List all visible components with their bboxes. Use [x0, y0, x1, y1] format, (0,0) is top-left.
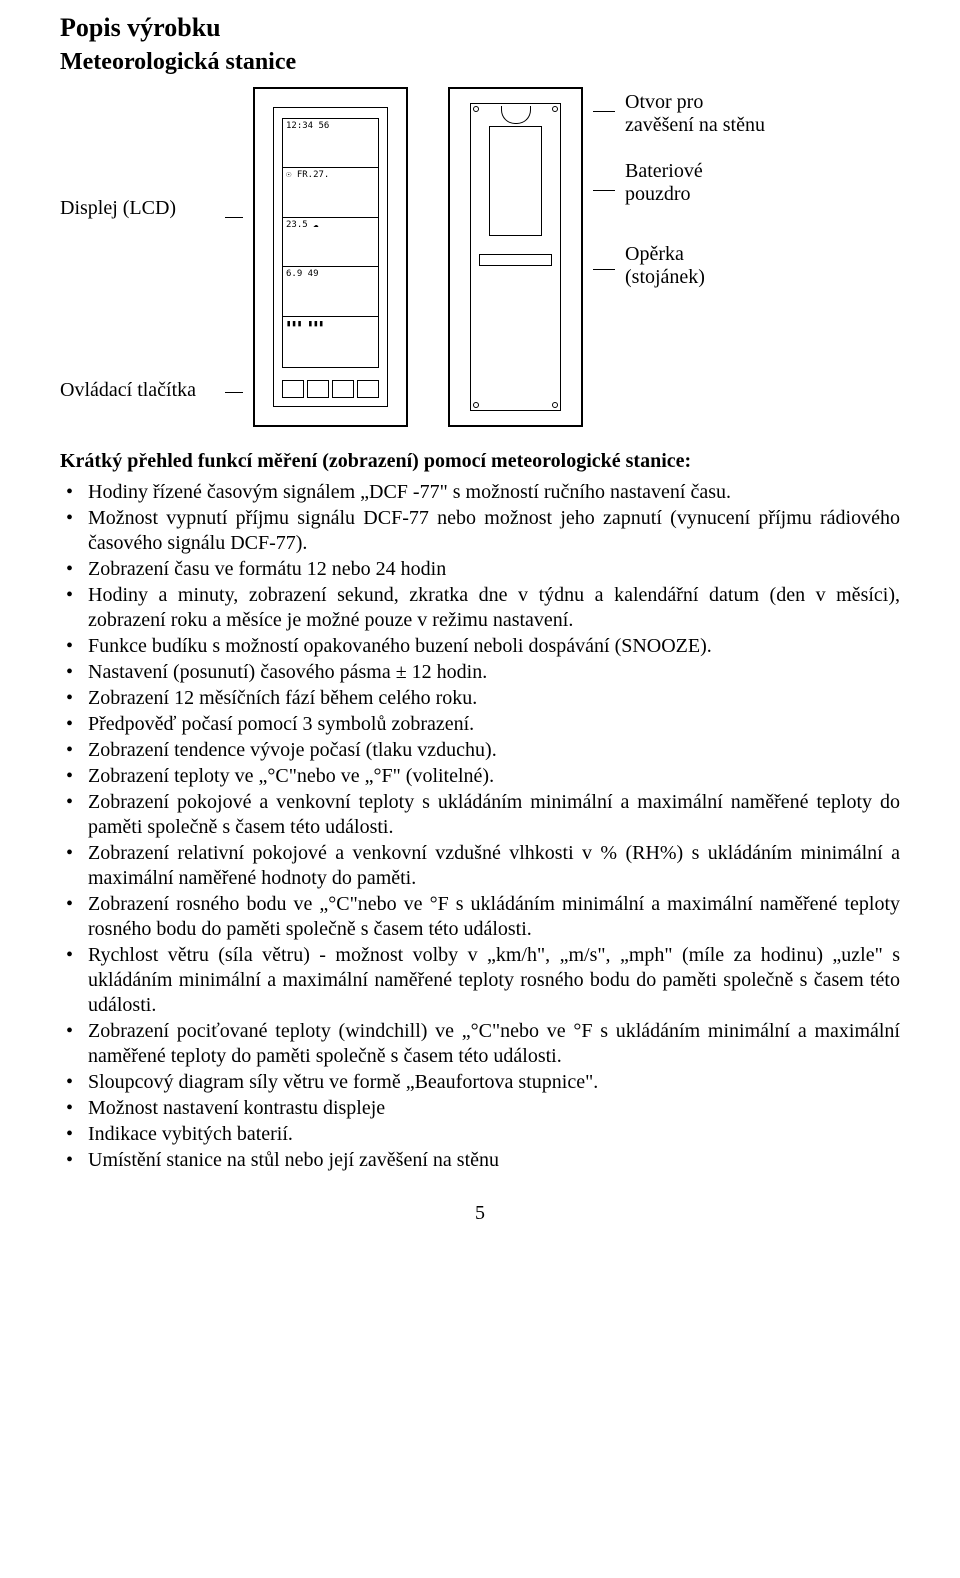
list-item: Hodiny a minuty, zobrazení sekund, zkrat…	[60, 583, 900, 633]
device-back-illustration	[448, 87, 583, 427]
stand-icon	[479, 254, 552, 266]
list-item: Zobrazení rosného bodu ve „°C"nebo ve °F…	[60, 892, 900, 942]
list-item: Zobrazení teploty ve „°C"nebo ve „°F" (v…	[60, 764, 900, 789]
connector-line	[593, 269, 615, 270]
list-item: Možnost vypnutí příjmu signálu DCF-77 ne…	[60, 506, 900, 556]
page-subtitle: Meteorologická stanice	[60, 47, 900, 77]
list-item: Nastavení (posunutí) časového pásma ± 12…	[60, 660, 900, 685]
label-battery: Bateriové pouzdro	[625, 160, 765, 207]
label-stand: Opěrka (stojánek)	[625, 243, 765, 290]
list-item: Indikace vybitých baterií.	[60, 1122, 900, 1147]
list-item: Zobrazení relativní pokojové a venkovní …	[60, 841, 900, 891]
list-item: Možnost nastavení kontrastu displeje	[60, 1096, 900, 1121]
connector-line	[593, 111, 615, 112]
product-diagram: Displej (LCD) Ovládací tlačítka 12:34 56…	[60, 87, 900, 427]
list-item: Zobrazení času ve formátu 12 nebo 24 hod…	[60, 557, 900, 582]
label-hang-hole: Otvor pro zavěšení na stěnu	[625, 91, 765, 138]
device-front-illustration: 12:34 56 ☉ FR.27. 23.5 ☁ 6.9 49 ▮▮▮ ▮▮▮	[253, 87, 408, 427]
list-item: Zobrazení 12 měsíčních fází během celého…	[60, 686, 900, 711]
connector-line	[225, 392, 243, 393]
list-item: Sloupcový diagram síly větru ve formě „B…	[60, 1070, 900, 1095]
list-item: Funkce budíku s možností opakovaného buz…	[60, 634, 900, 659]
list-item: Zobrazení pociťované teploty (windchill)…	[60, 1019, 900, 1069]
label-display: Displej (LCD)	[60, 197, 215, 221]
connector-line	[593, 190, 615, 191]
list-item: Zobrazení pokojové a venkovní teploty s …	[60, 790, 900, 840]
list-item: Umístění stanice na stůl nebo její zavěš…	[60, 1148, 900, 1173]
overview-heading: Krátký přehled funkcí měření (zobrazení)…	[60, 449, 900, 474]
list-item: Rychlost větru (síla větru) - možnost vo…	[60, 943, 900, 1018]
page-number: 5	[60, 1201, 900, 1226]
list-item: Zobrazení tendence vývoje počasí (tlaku …	[60, 738, 900, 763]
lcd-icon: 12:34 56 ☉ FR.27. 23.5 ☁ 6.9 49 ▮▮▮ ▮▮▮	[282, 118, 379, 368]
features-list: Hodiny řízené časovým signálem „DCF -77"…	[60, 480, 900, 1173]
buttons-icon	[282, 380, 379, 398]
list-item: Hodiny řízené časovým signálem „DCF -77"…	[60, 480, 900, 505]
battery-compartment-icon	[489, 126, 542, 236]
label-buttons: Ovládací tlačítka	[60, 379, 215, 403]
page-title: Popis výrobku	[60, 12, 900, 45]
hanger-icon	[501, 106, 531, 124]
list-item: Předpověď počasí pomocí 3 symbolů zobraz…	[60, 712, 900, 737]
